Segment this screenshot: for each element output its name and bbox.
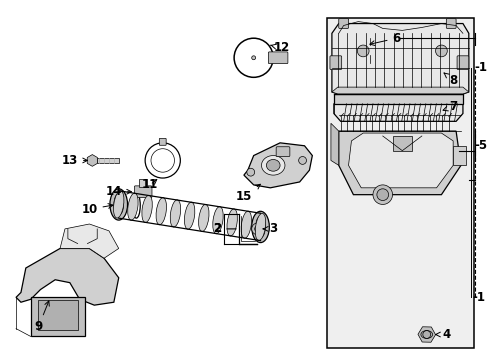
Text: -1: -1	[472, 291, 485, 304]
Circle shape	[251, 223, 263, 235]
Ellipse shape	[255, 216, 265, 238]
Ellipse shape	[261, 156, 285, 175]
FancyBboxPatch shape	[392, 136, 411, 151]
Text: 11: 11	[142, 179, 158, 192]
Circle shape	[298, 157, 306, 165]
Text: 10: 10	[81, 203, 113, 216]
Polygon shape	[330, 123, 338, 165]
Ellipse shape	[127, 193, 138, 220]
Circle shape	[372, 185, 392, 204]
Ellipse shape	[255, 213, 265, 240]
Ellipse shape	[198, 204, 208, 231]
Polygon shape	[348, 133, 452, 188]
FancyBboxPatch shape	[456, 56, 468, 69]
Circle shape	[254, 226, 260, 232]
FancyBboxPatch shape	[338, 19, 348, 28]
Ellipse shape	[110, 189, 127, 220]
Ellipse shape	[420, 330, 432, 338]
Text: 13: 13	[61, 154, 87, 167]
FancyBboxPatch shape	[97, 158, 119, 163]
Text: 12: 12	[270, 41, 289, 54]
Text: 3: 3	[263, 222, 277, 235]
Ellipse shape	[241, 211, 251, 238]
Text: 6: 6	[369, 32, 400, 45]
Polygon shape	[331, 87, 468, 94]
Polygon shape	[38, 300, 78, 330]
Circle shape	[251, 56, 255, 60]
Ellipse shape	[251, 211, 269, 243]
Text: 15: 15	[235, 184, 260, 203]
FancyBboxPatch shape	[360, 44, 379, 56]
Ellipse shape	[114, 194, 123, 215]
Ellipse shape	[375, 46, 385, 54]
FancyBboxPatch shape	[326, 18, 473, 348]
FancyBboxPatch shape	[268, 52, 287, 64]
Text: 7: 7	[442, 100, 456, 113]
Polygon shape	[338, 131, 460, 195]
Polygon shape	[60, 224, 119, 258]
Ellipse shape	[226, 209, 237, 236]
Ellipse shape	[184, 202, 194, 229]
FancyBboxPatch shape	[276, 147, 289, 157]
Polygon shape	[331, 23, 468, 94]
Text: 14: 14	[105, 185, 131, 198]
Circle shape	[435, 45, 447, 57]
FancyBboxPatch shape	[446, 19, 455, 28]
Circle shape	[246, 168, 254, 176]
Text: 8: 8	[443, 73, 456, 87]
Ellipse shape	[156, 198, 166, 225]
FancyBboxPatch shape	[159, 139, 166, 145]
Ellipse shape	[266, 159, 280, 171]
Polygon shape	[452, 146, 465, 165]
FancyBboxPatch shape	[134, 186, 152, 198]
FancyBboxPatch shape	[329, 56, 341, 69]
Text: 2: 2	[213, 222, 221, 235]
Polygon shape	[16, 248, 119, 305]
Ellipse shape	[113, 191, 123, 218]
Polygon shape	[333, 94, 462, 104]
Circle shape	[357, 45, 368, 57]
Ellipse shape	[142, 195, 152, 222]
Ellipse shape	[354, 46, 364, 54]
FancyBboxPatch shape	[139, 179, 147, 187]
Text: 9: 9	[34, 301, 49, 333]
Polygon shape	[31, 297, 84, 337]
Ellipse shape	[212, 207, 223, 234]
Circle shape	[376, 189, 388, 201]
Text: 2: 2	[213, 222, 236, 235]
Ellipse shape	[170, 200, 180, 227]
Polygon shape	[333, 104, 462, 121]
Polygon shape	[244, 143, 312, 188]
Text: -1: -1	[474, 61, 487, 74]
Text: -5: -5	[474, 139, 487, 152]
Text: 4: 4	[435, 328, 449, 341]
